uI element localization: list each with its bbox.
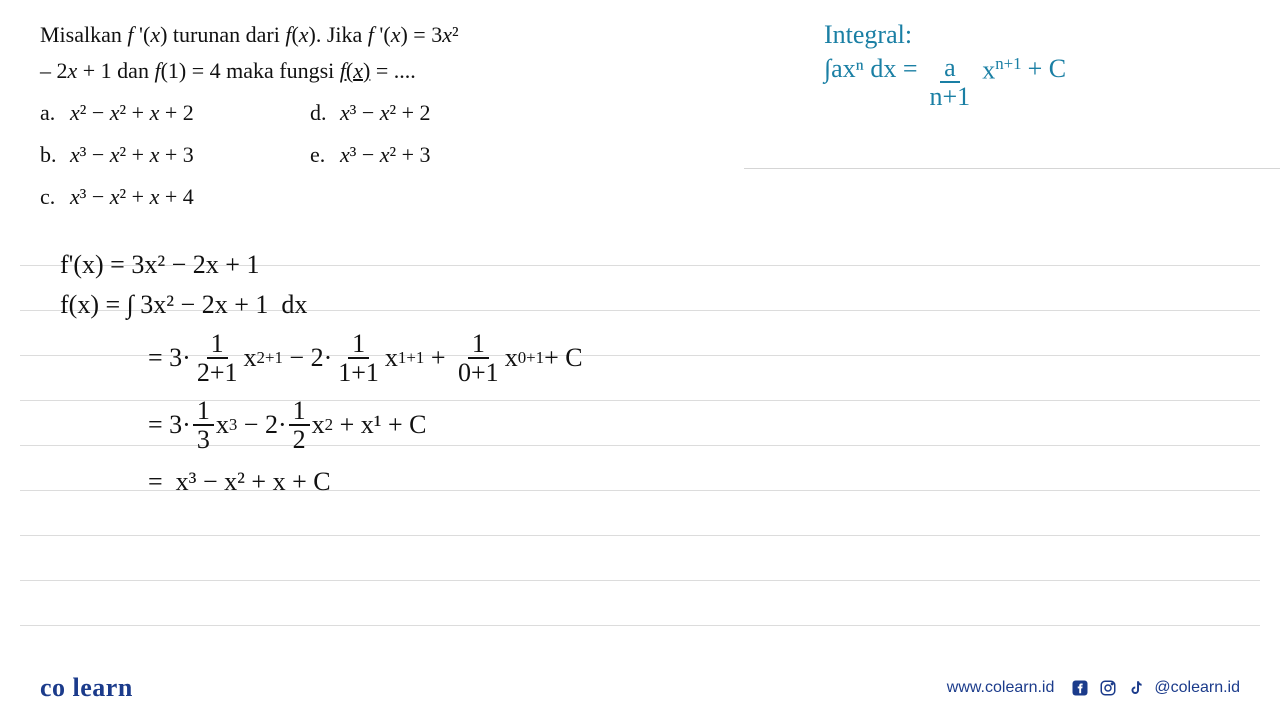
instagram-icon[interactable] xyxy=(1098,678,1118,698)
logo-learn: learn xyxy=(73,673,133,702)
work-line-1: f'(x) = 3x² − 2x + 1 xyxy=(60,250,1240,280)
option-b: b.x³ − x² + x + 3 xyxy=(40,138,300,172)
work-line-4: = 3·13 x3 − 2·12 x2 + x¹ + C xyxy=(60,397,1240,454)
option-e: e.x³ − x² + 3 xyxy=(310,138,570,172)
handwriting-work: f'(x) = 3x² − 2x + 1 f(x) = ∫ 3x² − 2x +… xyxy=(60,250,1240,507)
hint-divider xyxy=(744,168,1280,169)
work-line-5: = x³ − x² + x + C xyxy=(60,467,1240,497)
problem-block: Misalkan f '(x) turunan dari f(x). Jika … xyxy=(0,0,704,224)
hint-frac: a n+1 xyxy=(926,54,975,111)
footer-right: www.colearn.id @colearn.id xyxy=(947,678,1240,698)
option-d: d.x³ − x² + 2 xyxy=(310,96,570,130)
work-line-3: = 3·12+1 x2+1 − 2·11+1 x1+1 + 10+1 x0+1 … xyxy=(60,330,1240,387)
hint-x-base: xn+1 xyxy=(982,54,1021,86)
ruled-line xyxy=(20,535,1260,536)
hint-block: Integral: ∫axⁿ dx = a n+1 xn+1 + C xyxy=(704,0,1280,224)
hint-tail: + C xyxy=(1028,54,1067,84)
hint-formula: ∫axⁿ dx = a n+1 xn+1 + C xyxy=(824,54,1240,111)
problem-line-2: – 2x + 1 dan f(1) = 4 maka fungsi f(x) =… xyxy=(40,54,664,88)
footer-handle[interactable]: @colearn.id xyxy=(1154,679,1240,697)
logo-dot xyxy=(66,673,73,702)
page-root: Misalkan f '(x) turunan dari f(x). Jika … xyxy=(0,0,1280,720)
ruled-line xyxy=(20,625,1260,626)
work-line-2: f(x) = ∫ 3x² − 2x + 1 dx xyxy=(60,290,1240,320)
footer-url[interactable]: www.colearn.id xyxy=(947,679,1055,697)
ruled-line xyxy=(20,580,1260,581)
top-section: Misalkan f '(x) turunan dari f(x). Jika … xyxy=(0,0,1280,224)
logo: co learn xyxy=(40,673,133,703)
options-grid: a.x² − x² + x + 2 d.x³ − x² + 2 b.x³ − x… xyxy=(40,96,664,214)
logo-co: co xyxy=(40,673,66,702)
option-a: a.x² − x² + x + 2 xyxy=(40,96,300,130)
social-row: @colearn.id xyxy=(1070,678,1240,698)
tiktok-icon[interactable] xyxy=(1126,678,1146,698)
facebook-icon[interactable] xyxy=(1070,678,1090,698)
problem-line-1: Misalkan f '(x) turunan dari f(x). Jika … xyxy=(40,18,664,52)
footer: co learn www.colearn.id @colearn.id xyxy=(0,656,1280,720)
hint-title: Integral: xyxy=(824,20,1240,50)
option-c: c.x³ − x² + x + 4 xyxy=(40,180,300,214)
hint-formula-left: ∫axⁿ dx = xyxy=(824,54,918,84)
